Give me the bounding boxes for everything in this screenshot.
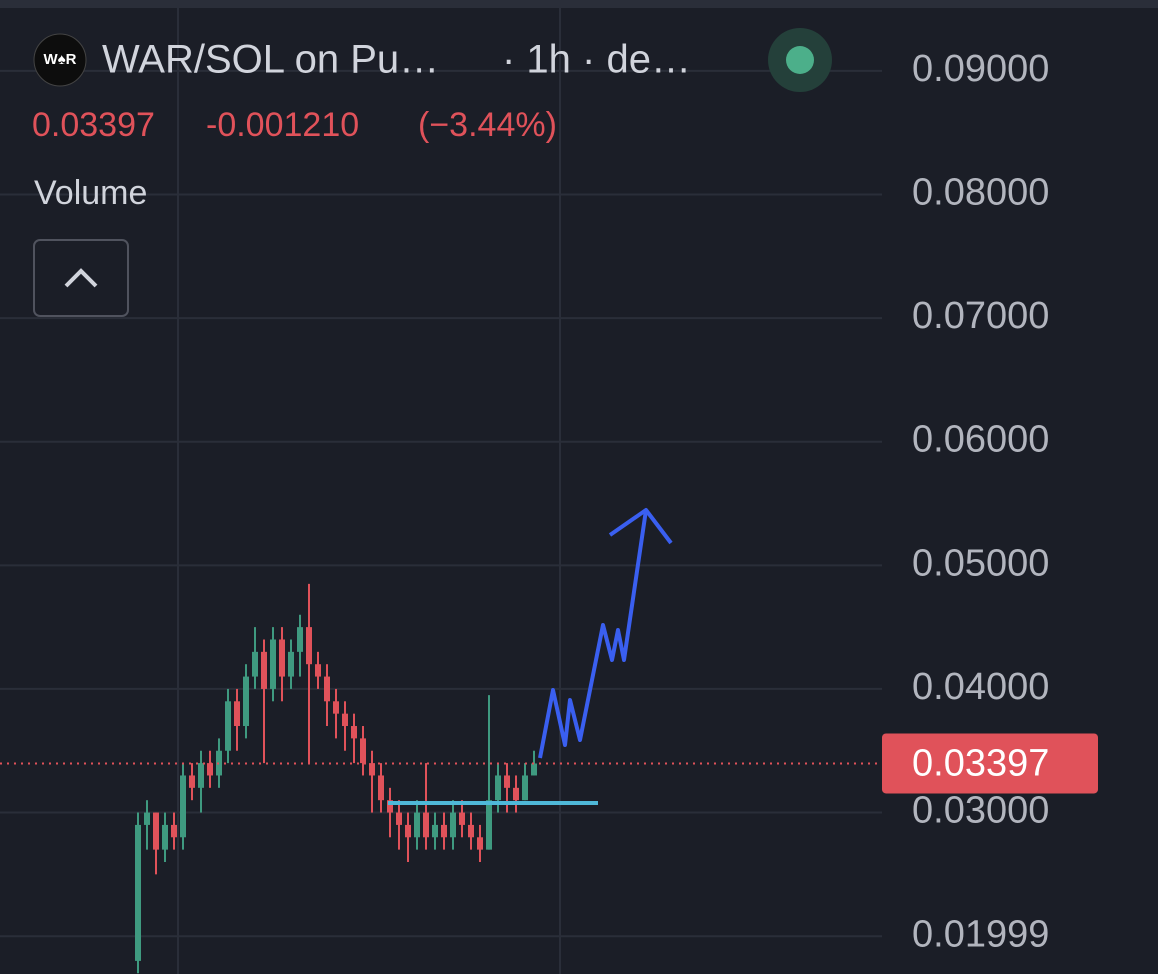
candle-body <box>531 763 537 776</box>
candle-body <box>378 775 384 801</box>
logo <box>33 33 87 87</box>
candle-body <box>396 812 402 825</box>
candle-body <box>261 651 267 689</box>
candle-body <box>324 676 330 702</box>
interval: · 1h · de… <box>502 38 691 82</box>
arrow-head <box>608 508 673 545</box>
pair-title: WAR/SOL on Pu… <box>102 38 439 82</box>
candle-body <box>513 787 519 801</box>
collapse-icon <box>64 268 98 288</box>
collapse-button[interactable] <box>33 239 129 317</box>
candle-body <box>450 812 456 838</box>
y-tick-label: 0.01999 <box>912 913 1049 955</box>
header-change-pct: (−3.44%) <box>418 106 557 144</box>
candle-body <box>234 701 240 727</box>
candle-body <box>135 824 141 961</box>
candle-body <box>306 627 312 665</box>
y-tick-label: 0.06000 <box>912 419 1049 461</box>
candle-body <box>315 664 321 677</box>
y-tick-label: 0.05000 <box>912 542 1049 584</box>
candle-body <box>495 775 501 801</box>
candle-body <box>297 627 303 652</box>
candle-body <box>459 812 465 825</box>
candle-body <box>369 763 375 776</box>
candle-body <box>243 676 249 727</box>
candle-body <box>441 824 447 838</box>
plot <box>135 583 537 974</box>
forecast-arrow <box>538 509 648 759</box>
candle-body <box>252 651 258 677</box>
y-tick-label: 0.07000 <box>912 295 1049 337</box>
candle-body <box>504 775 510 788</box>
logo-mark: W♠R <box>44 51 77 68</box>
candle-body <box>162 824 168 850</box>
candle-body <box>180 775 186 838</box>
candle-body <box>387 800 393 813</box>
candle-body <box>432 824 438 838</box>
candle-body <box>522 775 528 801</box>
top-border <box>0 0 1158 8</box>
y-tick-label: 0.03000 <box>912 790 1049 832</box>
candle-body <box>144 812 150 825</box>
status-dot[interactable] <box>786 46 814 74</box>
candle-body <box>405 824 411 838</box>
header-change: -0.001210 <box>206 106 359 144</box>
candle-body <box>207 763 213 776</box>
candle-body <box>423 812 429 838</box>
y-tick-label: 0.04000 <box>912 666 1049 708</box>
candle-body <box>351 726 357 739</box>
last-price-box <box>882 733 1098 794</box>
candle-body <box>171 824 177 838</box>
candle-body <box>333 701 339 714</box>
candle-body <box>468 824 474 838</box>
candle-body <box>153 812 159 850</box>
candle-body <box>198 763 204 788</box>
candle-body <box>270 639 276 689</box>
y-tick-label: 0.08000 <box>912 171 1049 213</box>
candle-body <box>279 639 285 677</box>
candle-body <box>288 651 294 677</box>
candle-body <box>414 812 420 838</box>
indicator-label: Volume <box>34 174 147 212</box>
y-tick-label: 0.09000 <box>912 48 1049 90</box>
header-price: 0.03397 <box>32 106 155 144</box>
candle-body <box>225 701 231 751</box>
candle-body <box>342 713 348 727</box>
candle-body <box>189 775 195 788</box>
candle-body <box>486 800 492 850</box>
candle-body <box>360 738 366 764</box>
candle-body <box>477 837 483 850</box>
last-price-label: 0.03397 <box>912 743 1049 785</box>
